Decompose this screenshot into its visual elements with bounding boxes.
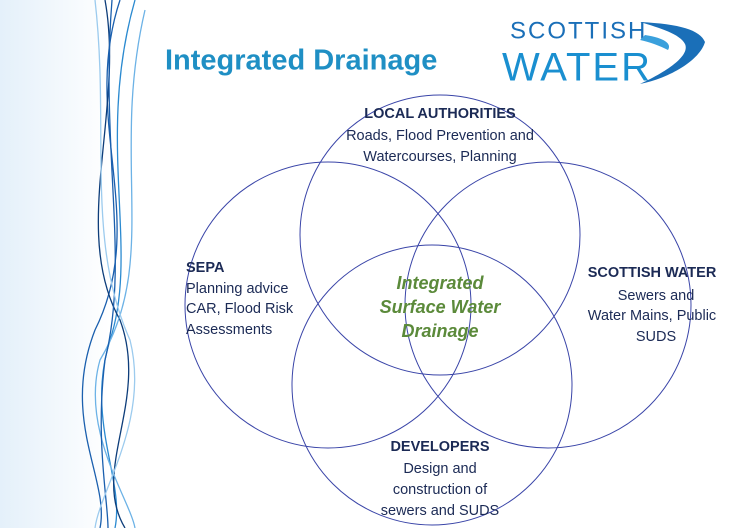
logo-line2: WATER: [502, 46, 652, 90]
node-line: sewers and SUDS: [381, 503, 499, 519]
node-line: SUDS: [636, 329, 676, 345]
node-heading: LOCAL AUTHORITIES: [364, 106, 516, 122]
node-line: CAR, Flood Risk: [186, 301, 294, 317]
node-line: Roads, Flood Prevention and: [346, 128, 534, 144]
node-line: Water Mains, Public: [588, 308, 716, 324]
node-line: Design and: [403, 461, 476, 477]
node-heading: SCOTTISH WATER: [588, 265, 717, 281]
center-label: Surface Water: [380, 297, 502, 317]
node-line: Watercourses, Planning: [363, 149, 516, 165]
title: Integrated Drainage: [165, 45, 437, 77]
node-line: Sewers and: [618, 288, 695, 304]
logo-line1: SCOTTISH: [510, 17, 647, 44]
center-label: Integrated: [396, 273, 484, 293]
slide: Integrated Drainage SCOTTISH WATER LOCAL…: [0, 0, 733, 528]
node-line: construction of: [393, 482, 488, 498]
side-panel: [0, 0, 110, 528]
node-line: Planning advice: [186, 281, 288, 297]
logo: SCOTTISH WATER: [502, 17, 705, 89]
node-heading: DEVELOPERS: [390, 439, 489, 455]
center-label: Drainage: [401, 321, 478, 341]
node-heading: SEPA: [186, 260, 225, 276]
node-line: Assessments: [186, 322, 272, 338]
